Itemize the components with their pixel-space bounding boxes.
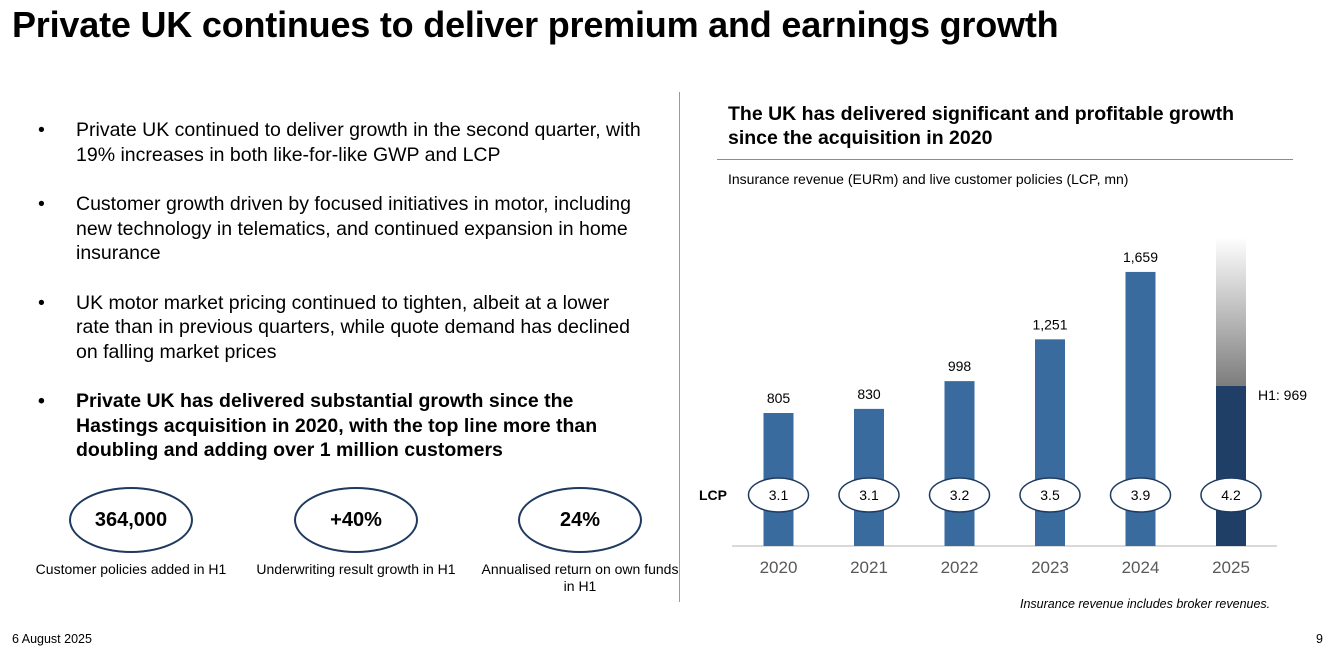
x-tick-label: 2024	[1122, 558, 1160, 577]
forecast-bar-extension	[1216, 237, 1246, 386]
kpi-caption: Annualised return on own funds in H1	[481, 561, 679, 594]
revenue-data-label: 1,659	[1123, 249, 1158, 265]
bullet-text: UK motor market pricing continued to tig…	[76, 291, 630, 363]
chart-section-title: The UK has delivered significant and pro…	[728, 103, 1234, 149]
bullet-item: • UK motor market pricing continued to ti…	[38, 291, 648, 365]
lcp-oval	[1109, 477, 1172, 513]
bullet-dot: •	[38, 390, 45, 412]
page-title: Private UK continues to deliver premium …	[12, 4, 1059, 45]
x-tick-label: 2021	[850, 558, 888, 577]
bullet-text: Customer growth driven by focused initia…	[76, 193, 631, 264]
column-divider	[679, 92, 680, 602]
slide-date: 6 August 2025	[12, 632, 92, 646]
lcp-oval	[928, 477, 991, 513]
bullet-item-highlight: • Private UK has delivered substantial gr…	[38, 389, 648, 463]
revenue-lcp-chart: 805 3.1 2020 830 3.1 2021 998 3.2 2022 1,251 3.5 20…	[699, 237, 1307, 577]
title-rule	[717, 159, 1293, 160]
x-tick-label: 2022	[941, 558, 979, 577]
x-tick-label: 2023	[1031, 558, 1069, 577]
lcp-value: 3.1	[859, 487, 879, 503]
lcp-value: 3.9	[1131, 487, 1151, 503]
x-tick-label: 2025	[1212, 558, 1250, 577]
bullet-item: • Private UK continued to deliver growth …	[38, 118, 648, 167]
revenue-bar-h1	[1216, 385, 1246, 546]
bullet-dot: •	[38, 291, 45, 314]
bullet-dot: •	[38, 119, 45, 141]
lcp-oval	[838, 477, 900, 513]
lcp-oval	[1019, 477, 1081, 513]
lcp-value: 3.2	[950, 487, 970, 503]
lcp-value: 3.5	[1040, 487, 1060, 503]
bullet-text: Private UK continued to deliver growth i…	[76, 119, 641, 166]
lcp-oval	[747, 477, 810, 513]
lcp-oval	[1200, 477, 1262, 513]
kpi-value: 24%	[518, 487, 642, 553]
kpi-return-own-funds: 24% Annualised return on own funds in H1	[480, 487, 680, 595]
kpi-value: 364,000	[69, 487, 193, 553]
lcp-value: 4.2	[1221, 487, 1241, 503]
lcp-row-label: LCP	[699, 487, 727, 503]
revenue-data-label: 805	[767, 390, 791, 406]
chart-subtitle: Insurance revenue (EURm) and live custom…	[728, 171, 1129, 187]
revenue-bar	[944, 381, 975, 546]
revenue-bar	[1035, 339, 1065, 546]
kpi-customer-policies: 364,000 Customer policies added in H1	[31, 487, 231, 578]
kpi-caption: Customer policies added in H1	[35, 561, 227, 577]
x-tick-label: 2020	[760, 558, 798, 577]
footnote: Insurance revenue includes broker revenu…	[1020, 597, 1271, 611]
page-number: 9	[1316, 632, 1323, 646]
lcp-value: 3.1	[769, 487, 789, 503]
bullet-dot: •	[38, 193, 45, 215]
revenue-data-label: 1,251	[1032, 316, 1067, 332]
bullet-text: Private UK has delivered substantial gro…	[76, 390, 598, 461]
revenue-data-label: 830	[857, 386, 881, 402]
revenue-data-label: 998	[948, 358, 972, 374]
bullet-list: • Private UK continued to deliver growth …	[38, 118, 648, 488]
bullet-item: • Customer growth driven by focused initi…	[38, 192, 648, 266]
revenue-data-label: H1: 969	[1258, 387, 1307, 403]
kpi-value: +40%	[294, 487, 418, 553]
kpi-underwriting-growth: +40% Underwriting result growth in H1	[256, 487, 456, 578]
kpi-caption: Underwriting result growth in H1	[256, 561, 456, 577]
